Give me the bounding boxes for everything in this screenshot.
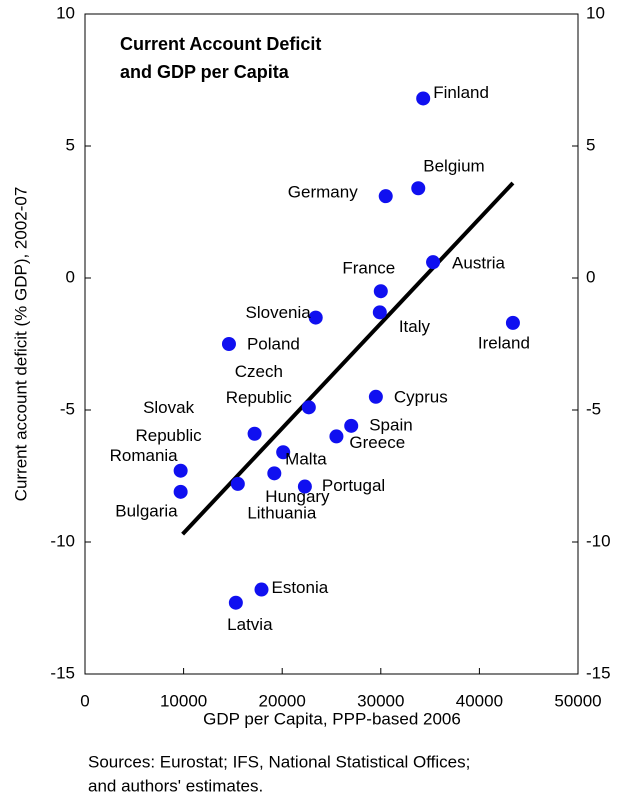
point xyxy=(505,315,520,330)
point xyxy=(329,429,344,444)
point xyxy=(411,181,426,196)
point xyxy=(308,310,323,325)
point xyxy=(228,595,243,610)
y-axis-label: Current account deficit (% GDP), 2002-07 xyxy=(11,187,30,502)
point xyxy=(344,418,359,433)
y-tick-label: 5 xyxy=(66,135,75,154)
point-label: Poland xyxy=(247,334,300,353)
chart-title: Current Account Deficit xyxy=(120,34,321,54)
point xyxy=(301,400,316,415)
point-label: Lithuania xyxy=(247,503,317,522)
point xyxy=(173,463,188,478)
point-label: Malta xyxy=(285,450,327,469)
point xyxy=(372,305,387,320)
y2-tick-label: 0 xyxy=(586,267,595,286)
x-tick-label: 50000 xyxy=(554,691,601,710)
x-tick-label: 0 xyxy=(80,691,89,710)
point-label: Czech xyxy=(235,362,283,381)
trend-line xyxy=(181,181,515,536)
point-label: Ireland xyxy=(478,333,530,352)
y-tick-label: -10 xyxy=(50,531,75,550)
y-tick-label: 10 xyxy=(56,3,75,22)
source-note: and authors' estimates. xyxy=(88,776,263,795)
y2-tick-label: -10 xyxy=(586,531,611,550)
point xyxy=(247,426,262,441)
point-label: Bulgaria xyxy=(115,501,178,520)
point-label: Greece xyxy=(349,433,405,452)
x-tick-label: 40000 xyxy=(456,691,503,710)
point-label: Republic xyxy=(136,426,203,445)
x-axis-label: GDP per Capita, PPP-based 2006 xyxy=(203,709,461,728)
point-label: Hungary xyxy=(265,487,330,506)
point-label: Portugal xyxy=(322,476,385,495)
y2-tick-label: 10 xyxy=(586,3,605,22)
chart-title: and GDP per Capita xyxy=(120,62,290,82)
y-tick-label: -5 xyxy=(60,399,75,418)
y-tick-label: -15 xyxy=(50,663,75,682)
x-tick-label: 20000 xyxy=(259,691,306,710)
point-label: Latvia xyxy=(227,615,273,634)
point-label: Germany xyxy=(288,183,358,202)
point-label: Spain xyxy=(369,415,412,434)
point-label: Belgium xyxy=(423,157,484,176)
point-label: Austria xyxy=(452,254,505,273)
point-label: Estonia xyxy=(271,578,328,597)
point-label: France xyxy=(342,259,395,278)
source-note: Sources: Eurostat; IFS, National Statist… xyxy=(88,752,470,771)
point xyxy=(416,91,431,106)
point xyxy=(276,445,291,460)
point-label: Romania xyxy=(110,446,179,465)
y-tick-label: 0 xyxy=(66,267,75,286)
plot-frame xyxy=(84,13,579,675)
point-label: Italy xyxy=(399,317,431,336)
x-tick-label: 10000 xyxy=(160,691,207,710)
point xyxy=(267,466,282,481)
y2-tick-label: 5 xyxy=(586,135,595,154)
point xyxy=(426,255,441,270)
point xyxy=(378,189,393,204)
point xyxy=(297,479,312,494)
x-tick-label: 30000 xyxy=(357,691,404,710)
point-label: Cyprus xyxy=(394,387,448,406)
point xyxy=(254,582,269,597)
point-label: Slovak xyxy=(143,398,195,417)
point xyxy=(221,337,236,351)
point-label: Republic xyxy=(226,388,293,407)
point xyxy=(173,484,188,499)
point xyxy=(373,284,388,299)
point xyxy=(368,389,383,404)
point xyxy=(230,476,245,491)
point-label: Slovenia xyxy=(246,303,312,322)
y2-tick-label: -5 xyxy=(586,399,601,418)
y2-tick-label: -15 xyxy=(586,663,611,682)
point-label: Finland xyxy=(433,83,489,102)
